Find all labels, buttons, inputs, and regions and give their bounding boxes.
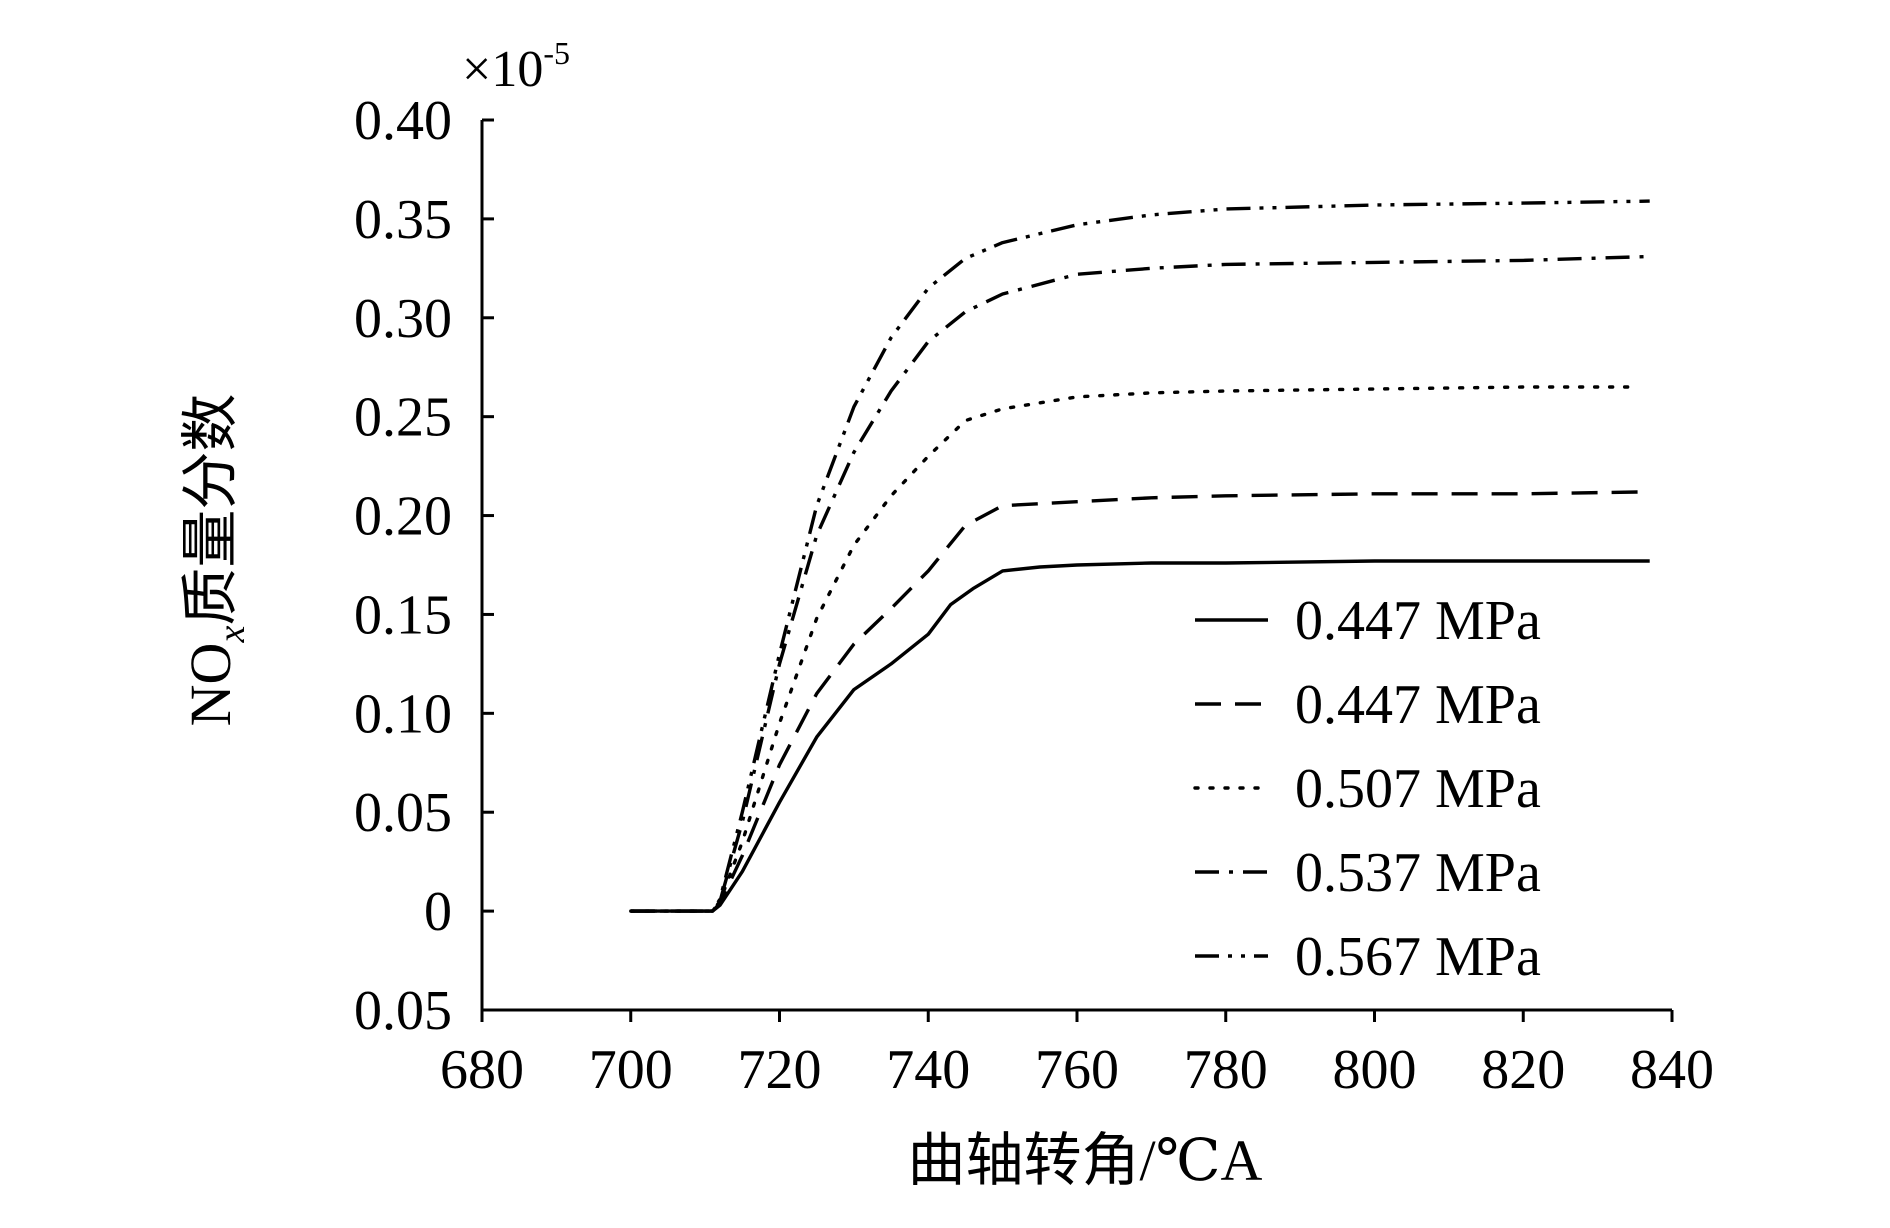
y-tick-label: 0 (424, 881, 452, 943)
y-multiplier-base: ×10 (462, 41, 543, 98)
series-line-3 (629, 385, 1637, 913)
x-tick-label: 700 (589, 1039, 673, 1101)
x-tick-label: 720 (738, 1039, 822, 1101)
y-multiplier: ×10-5 (462, 35, 570, 98)
y-tick-label: 0.30 (354, 288, 452, 350)
x-tick-label: 800 (1333, 1039, 1417, 1101)
y-tick-label: 0.20 (354, 486, 452, 548)
series-line-4 (630, 254, 1650, 913)
y-tick-label: 0.05 (354, 782, 452, 844)
y-axis-title-sub: x (211, 626, 253, 644)
legend-label-4: 0.537 MPa (1295, 842, 1541, 904)
legend-label-2: 0.447 MPa (1295, 674, 1541, 736)
legend-label-3: 0.507 MPa (1295, 758, 1541, 820)
axes: 680 700 720 740 760 780 800 820 840 0.40 0.35 0.30 0… (354, 90, 1714, 1101)
legend-label-5: 0.567 MPa (1295, 926, 1541, 988)
x-axis-title: 曲轴转角/℃A (908, 1128, 1263, 1193)
y-axis-title: NOx质量分数 (178, 394, 253, 727)
y-tick-label: 0.15 (354, 584, 452, 646)
y-multiplier-exponent: -5 (543, 35, 570, 71)
y-tick-label: 0.10 (354, 683, 452, 745)
y-axis-title-main: NO (178, 643, 243, 727)
series-line-1 (630, 559, 1650, 913)
y-tick-label: 0.35 (354, 189, 452, 251)
y-tick-label: 0.40 (354, 90, 452, 152)
y-tick-label: 0.05 (354, 980, 452, 1042)
series-line-2 (630, 490, 1650, 913)
x-tick-label: 820 (1481, 1039, 1565, 1101)
legend: 0.447 MPa 0.447 MPa 0.507 MPa 0.537 MPa 0.56… (1193, 590, 1541, 988)
x-tick-label: 760 (1035, 1039, 1119, 1101)
x-tick-label: 680 (440, 1039, 524, 1101)
series-line-5 (630, 199, 1650, 913)
legend-label-1: 0.447 MPa (1295, 590, 1541, 652)
y-tick-label: 0.25 (354, 387, 452, 449)
x-tick-label: 740 (886, 1039, 970, 1101)
x-tick-label: 780 (1184, 1039, 1268, 1101)
series-group (629, 199, 1650, 913)
y-axis-title-rest: 质量分数 (178, 394, 243, 626)
x-tick-label: 840 (1630, 1039, 1714, 1101)
